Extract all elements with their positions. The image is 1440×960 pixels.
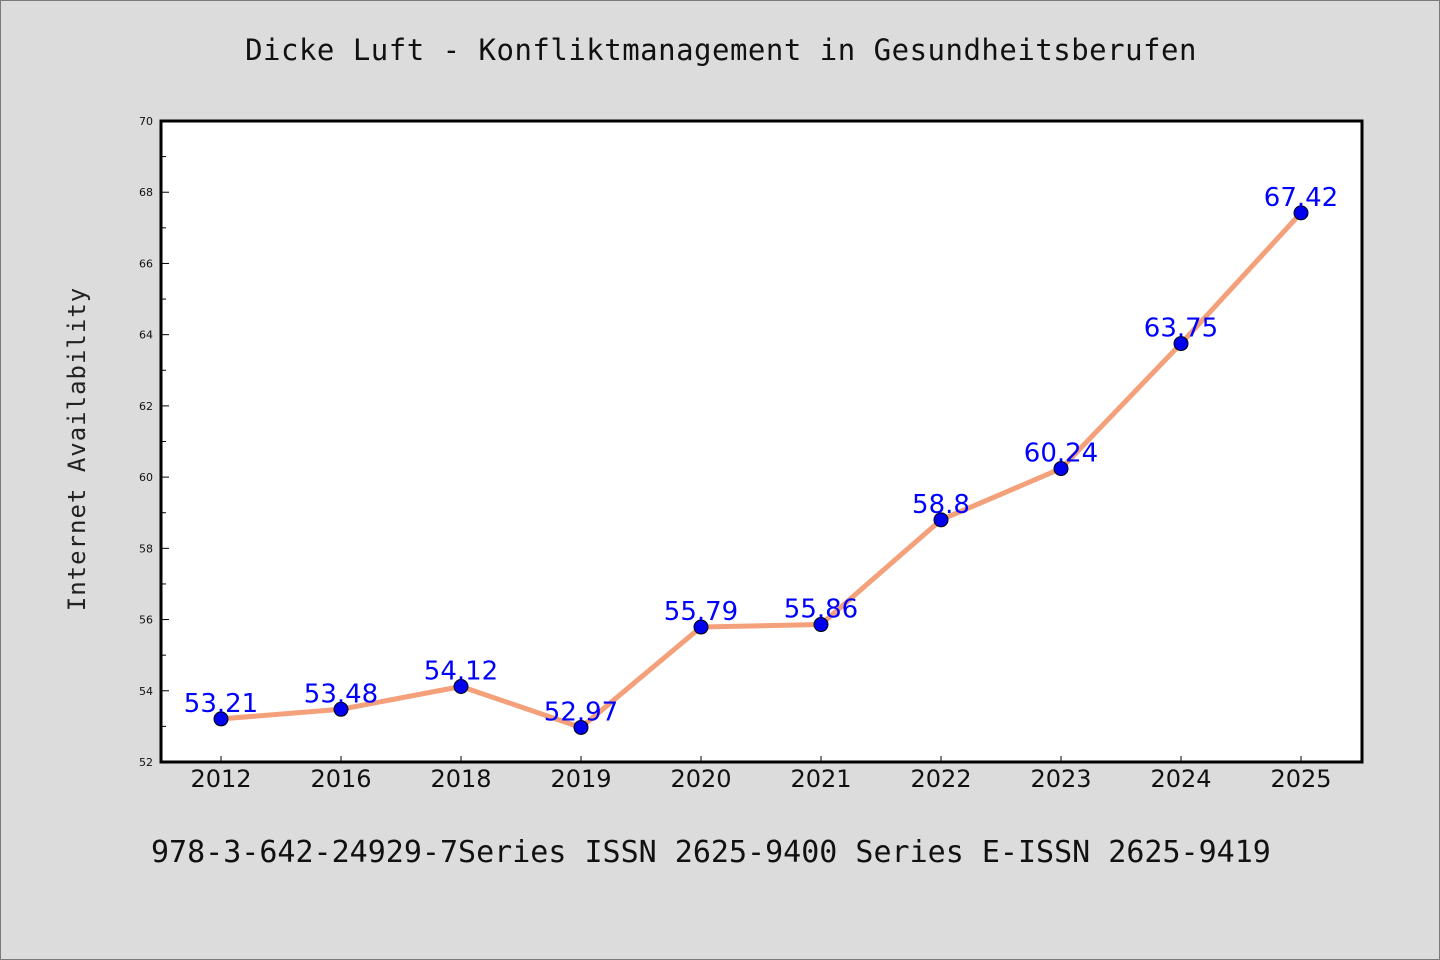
data-point [813,617,829,633]
series-line [218,210,1304,730]
y-tick-label: 64 [139,329,153,342]
data-label: 54.12 [424,657,498,687]
plot-area [159,119,1364,764]
data-label: 60.24 [1024,439,1098,469]
data-label: 67.42 [1264,183,1338,213]
y-tick-label: 56 [139,614,153,627]
y-tick-label: 66 [139,257,153,270]
footer-isbn-text: 978-3-642-24929-7Series ISSN 2625-9400 S… [151,835,1271,870]
x-tick-label: 2023 [1030,765,1091,793]
data-label: 63.75 [1144,314,1218,344]
data-point [1053,461,1069,477]
data-label: 55.79 [664,597,738,627]
x-tick-label: 2018 [430,765,491,793]
chart-title: Dicke Luft - Konfliktmanagement in Gesun… [245,33,1197,67]
data-point [333,701,349,717]
y-tick-label: 58 [139,542,153,555]
y-tick-label: 68 [139,186,153,199]
x-tick-label: 2012 [190,765,251,793]
x-tick-label: 2025 [1270,765,1331,793]
x-tick-label: 2024 [1150,765,1211,793]
x-tick-label: 2019 [550,765,611,793]
data-point [1173,336,1189,352]
data-point [1293,205,1309,221]
y-tick-label: 70 [139,115,153,128]
y-tick-label: 62 [139,400,153,413]
y-tick-label: 60 [139,471,153,484]
data-label: 58.8 [912,490,970,520]
data-point [213,711,229,727]
data-point [693,619,709,635]
data-label: 53.21 [184,689,258,719]
y-tick-label: 54 [139,685,153,698]
x-tick-label: 2016 [310,765,371,793]
data-label: 53.48 [304,679,378,709]
data-label: 55.86 [784,595,858,625]
data-point [453,679,469,695]
x-tick-label: 2021 [790,765,851,793]
data-point [933,512,949,528]
data-label: 52.97 [544,697,618,727]
y-tick-label: 52 [139,756,153,769]
x-tick-label: 2020 [670,765,731,793]
data-point [573,719,589,735]
x-tick-label: 2022 [910,765,971,793]
